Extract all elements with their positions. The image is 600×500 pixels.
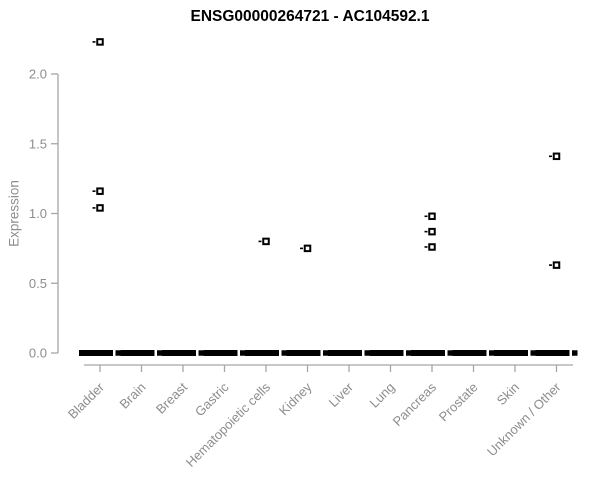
category-points-pancreas <box>411 212 453 356</box>
zero-cluster-point <box>364 350 370 356</box>
category-points-unknown-other <box>535 152 578 356</box>
zero-cluster-bar <box>452 350 487 356</box>
y-tick-label: 1.5 <box>29 136 47 151</box>
x-tick-label: Gastric <box>192 379 232 419</box>
x-tick-label: Liver <box>326 379 357 410</box>
zero-cluster-point <box>530 350 536 356</box>
x-tick-label: Breast <box>153 379 190 416</box>
zero-cluster-point <box>406 350 412 356</box>
zero-cluster-bar <box>494 350 528 356</box>
category-points-liver <box>328 350 370 356</box>
data-point-marker <box>552 152 561 161</box>
zero-cluster-bar <box>120 350 155 356</box>
data-point-marker <box>303 244 312 253</box>
y-tick-label: 1.0 <box>29 206 47 221</box>
data-point-marker <box>552 261 561 269</box>
zero-cluster-point <box>198 350 204 356</box>
x-tick-label: Bladder <box>65 379 108 422</box>
zero-cluster-bar <box>411 350 445 356</box>
category-points-lung <box>369 350 412 356</box>
category-points-brain <box>120 350 163 356</box>
category-points-bladder <box>79 38 121 356</box>
y-tick-label: 0.5 <box>29 276 47 291</box>
zero-cluster-bar <box>328 350 362 356</box>
zero-cluster-bar <box>369 350 404 356</box>
data-point-marker <box>96 204 104 212</box>
category-points-kidney <box>286 244 329 356</box>
x-tick-label: Pancreas <box>390 379 440 429</box>
category-points-skin <box>494 350 536 356</box>
data-point-marker <box>428 212 436 221</box>
data-point-marker <box>96 187 104 195</box>
zero-cluster-point <box>489 350 495 356</box>
zero-cluster-bar <box>203 350 238 356</box>
y-tick-label: 2.0 <box>29 67 47 82</box>
x-tick-label: Unknown / Other <box>484 379 564 459</box>
data-point-marker <box>428 243 436 251</box>
zero-cluster-point <box>240 350 246 356</box>
zero-cluster-bar <box>162 350 196 356</box>
chart-title: ENSG00000264721 - AC104592.1 <box>190 8 430 25</box>
y-axis: 0.0 0.5 1.0 1.5 2.0 <box>29 67 59 361</box>
zero-cluster-point <box>572 350 578 356</box>
x-tick-label: Skin <box>494 380 522 408</box>
zero-cluster-point <box>115 350 121 356</box>
data-point-marker <box>428 227 436 236</box>
zero-cluster-point <box>323 350 329 356</box>
category-points-prostate <box>452 350 495 356</box>
x-tick-label: Prostate <box>436 380 481 425</box>
zero-cluster-point <box>281 350 287 356</box>
category-points-gastric <box>203 350 246 356</box>
zero-cluster-bar <box>245 350 279 356</box>
category-points-breast <box>162 350 204 356</box>
x-tick-label: Lung <box>367 380 398 411</box>
zero-cluster-bar <box>535 350 570 356</box>
category-points-hematopoietic-cells <box>245 237 287 356</box>
zero-cluster-bar <box>286 350 321 356</box>
data-point-marker <box>96 38 104 46</box>
zero-cluster-point <box>157 350 163 356</box>
x-tick-label: Kidney <box>276 379 315 418</box>
zero-cluster-point <box>447 350 453 356</box>
zero-cluster-bar <box>79 350 113 356</box>
data-point-marker <box>262 237 270 246</box>
x-tick-label: Brain <box>117 380 149 412</box>
y-tick-label: 0.0 <box>29 346 47 361</box>
